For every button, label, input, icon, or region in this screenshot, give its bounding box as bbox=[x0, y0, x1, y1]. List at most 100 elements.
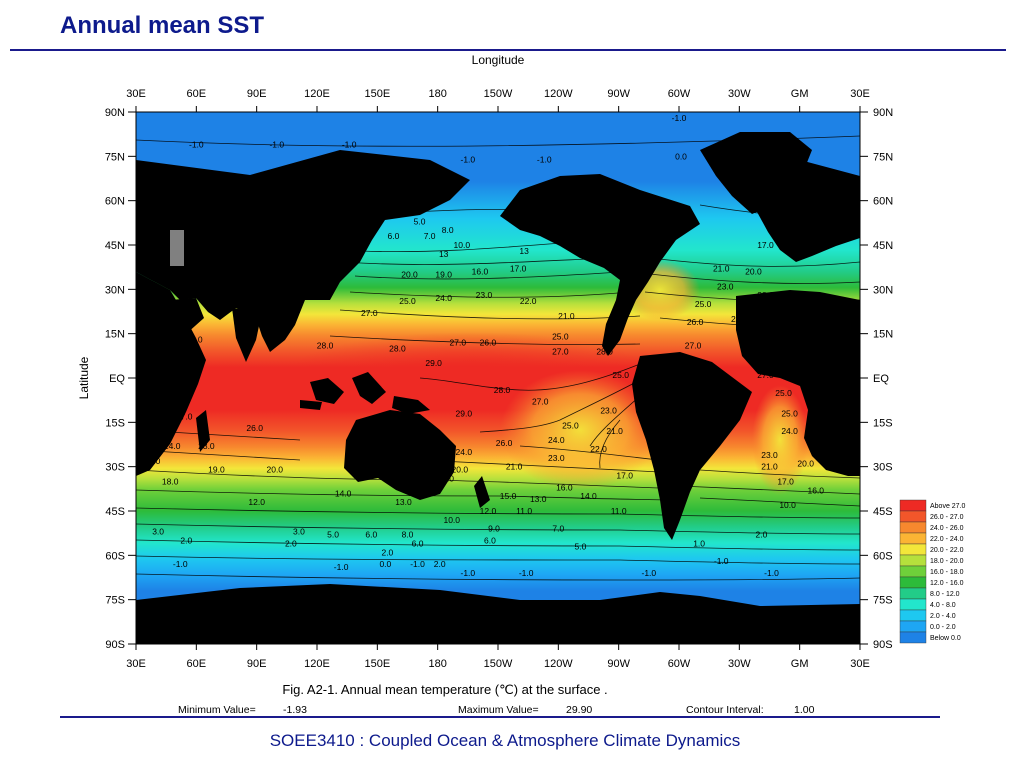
y-tick-label-left: 15N bbox=[105, 329, 125, 341]
x-tick-label-bottom: 60W bbox=[668, 658, 691, 670]
contour-label: -1.0 bbox=[334, 562, 349, 572]
color-legend: Above 27.0 26.0 - 27.0 24.0 - 26.0 22.0 - 2… bbox=[899, 499, 966, 644]
title-rule bbox=[10, 49, 1006, 51]
land-antarctica bbox=[136, 584, 860, 644]
min-value: -1.93 bbox=[283, 704, 307, 716]
x-tick-label-bottom: 120E bbox=[304, 658, 330, 670]
y-tick-label-right: 15S bbox=[873, 417, 893, 429]
slide-title: Annual mean SST bbox=[60, 12, 265, 39]
contour-label: 2.0 bbox=[756, 530, 768, 540]
legend-label: 24.0 - 26.0 bbox=[930, 525, 964, 532]
contour-label: 1.0 bbox=[693, 539, 705, 549]
contour-label: 14.0 bbox=[783, 231, 800, 241]
y-tick-label-left: 45S bbox=[105, 506, 125, 518]
contour-label: 21.0 bbox=[558, 311, 575, 321]
y-tick-label-left: 60S bbox=[105, 550, 125, 562]
contour-label-layer: -1.0 -1.0 -1.0-1.0 -1.0-1.00.05.06.0 7.08.01… bbox=[144, 113, 824, 611]
x-tick-label-bottom: 30E bbox=[126, 658, 146, 670]
contour-label: 20.0 bbox=[797, 459, 814, 469]
x-tick-label-bottom: 150E bbox=[364, 658, 390, 670]
contour-label: -1.0 bbox=[173, 559, 188, 569]
y-tick-label-right: 75S bbox=[873, 595, 893, 607]
contour-label: 0.0 bbox=[675, 151, 687, 161]
x-tick-label-bottom: 90W bbox=[607, 658, 630, 670]
contour-label: 6.0 bbox=[484, 536, 496, 546]
y-tick-label-left: 75S bbox=[105, 595, 125, 607]
contour-label: 27.0 bbox=[176, 411, 193, 421]
x-tick-label-top: 180 bbox=[428, 88, 446, 100]
y-axis-title: Latitude bbox=[77, 356, 91, 399]
y-tick-label-right: 60N bbox=[873, 196, 893, 208]
contour-label: 22.0 bbox=[520, 296, 537, 306]
y-tick-label-left: EQ bbox=[109, 373, 125, 385]
x-tick-label-top: 120E bbox=[304, 88, 330, 100]
land-masses bbox=[136, 132, 860, 644]
contour-label: 10.0 bbox=[779, 500, 796, 510]
contour-label: 13 bbox=[519, 246, 529, 256]
contour-label: 14.0 bbox=[580, 491, 597, 501]
contour-label: 16.0 bbox=[556, 482, 573, 492]
contour-label: 24.0 bbox=[164, 441, 181, 451]
contour-label: 3.0 bbox=[152, 527, 164, 537]
land-new-zealand bbox=[474, 476, 490, 508]
x-tick-label-top: 90W bbox=[607, 88, 630, 100]
contour-label: 11.0 bbox=[611, 506, 627, 516]
y-tick-label-left: 30S bbox=[105, 462, 125, 474]
y-ticks-left: 90N 75N 60N 45N 30N 15N EQ 15S 30S 45S 60S 75S 90S bbox=[105, 107, 136, 651]
contour-label: 24.0 bbox=[781, 426, 798, 436]
land-maritime-continent bbox=[300, 372, 430, 414]
contour-label: 18.0 bbox=[437, 473, 454, 483]
contour-label: 27.0 bbox=[361, 308, 378, 318]
contour-label: 21.0 bbox=[606, 426, 623, 436]
x-tick-label-top: 30E bbox=[126, 88, 146, 100]
legend-label: 22.0 - 24.0 bbox=[930, 536, 964, 543]
legend-swatch bbox=[899, 576, 927, 589]
legend-swatch bbox=[899, 521, 927, 534]
contour-label: 17.0 bbox=[777, 476, 794, 486]
land-africa bbox=[136, 272, 860, 476]
contour-interval-label: Contour Interval: bbox=[686, 704, 764, 716]
contour-label: 23.0 bbox=[476, 290, 493, 300]
contour-label: 5.0 bbox=[327, 530, 339, 540]
contour-label: 0.0 bbox=[379, 559, 391, 569]
contour-label: 26.0 bbox=[246, 423, 263, 433]
contour-label: 16.0 bbox=[472, 267, 489, 277]
contour-label: 26.0 bbox=[687, 317, 704, 327]
land-south-america bbox=[632, 352, 752, 540]
footer-rule bbox=[60, 716, 940, 718]
contour-label: 25.0 bbox=[399, 296, 416, 306]
legend-swatch bbox=[899, 499, 927, 512]
contour-label: -1.0 bbox=[537, 154, 552, 164]
legend-label: 26.0 - 27.0 bbox=[930, 514, 964, 521]
contour-label: 26.0 bbox=[401, 420, 418, 430]
peru-cold-tongue bbox=[500, 370, 660, 490]
contour-label: -1.0 bbox=[519, 568, 534, 578]
contour-label: 12.0 bbox=[480, 506, 497, 516]
contour-label: 2.0 bbox=[285, 539, 297, 549]
x-tick-label-bottom: 150W bbox=[484, 658, 513, 670]
contour-label: 25.0 bbox=[695, 299, 712, 309]
contour-label: 29.0 bbox=[456, 408, 473, 418]
legend-swatch bbox=[899, 532, 927, 545]
contour-label: 27.0 bbox=[363, 423, 380, 433]
legend-swatch bbox=[899, 598, 927, 611]
contour-label: 2.0 bbox=[434, 559, 446, 569]
contour-label: 20.0 bbox=[745, 267, 762, 277]
contour-label: -1.0 bbox=[342, 140, 357, 150]
contour-label: 22.0 bbox=[144, 456, 161, 466]
contour-label: 23.0 bbox=[600, 406, 617, 416]
y-tick-label-right: 45N bbox=[873, 240, 893, 252]
contour-label: -1.0 bbox=[461, 154, 476, 164]
contour-label: 27.0 bbox=[450, 338, 467, 348]
x-axis-title: Longitude bbox=[472, 53, 525, 67]
y-tick-label-left: 30N bbox=[105, 284, 125, 296]
legend-label: Above 27.0 bbox=[930, 503, 966, 510]
contour-label: 22.0 bbox=[590, 444, 607, 454]
contour-label: -1.0 bbox=[461, 568, 476, 578]
contour-label: 16.0 bbox=[807, 485, 824, 495]
contour-label: -1.0 bbox=[189, 140, 204, 150]
contour-label: -1.0 bbox=[426, 601, 441, 611]
contour-label: 21.0 bbox=[506, 462, 523, 472]
contour-label: 25.0 bbox=[562, 420, 579, 430]
contour-label: 19.0 bbox=[208, 465, 225, 475]
